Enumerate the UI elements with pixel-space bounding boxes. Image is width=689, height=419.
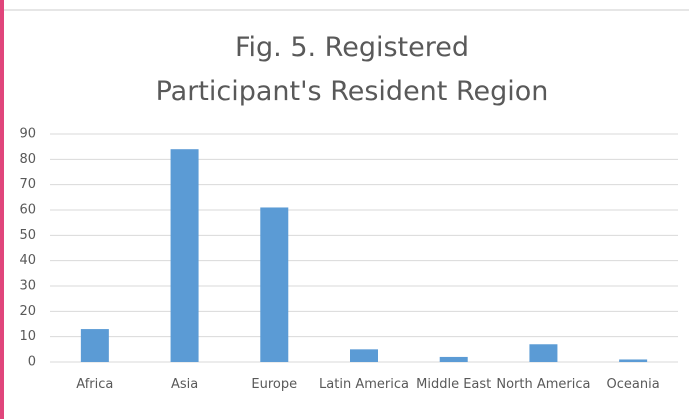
x-tick-label: Latin America xyxy=(319,377,409,392)
bar xyxy=(439,356,468,362)
bar xyxy=(170,149,199,362)
bar xyxy=(260,207,289,362)
x-tick-label: Middle East xyxy=(416,377,492,392)
x-tick-label: Europe xyxy=(251,377,298,392)
y-tick-label: 40 xyxy=(19,253,36,268)
x-tick-label: Oceania xyxy=(606,377,660,392)
y-tick-label: 20 xyxy=(19,304,36,319)
y-tick-label: 60 xyxy=(19,203,36,218)
x-tick-label: Asia xyxy=(170,377,199,392)
x-tick-label: North America xyxy=(496,377,591,392)
y-tick-label: 10 xyxy=(19,329,36,344)
y-tick-label: 80 xyxy=(19,152,36,167)
bar xyxy=(619,359,648,362)
y-tick-label: 50 xyxy=(19,228,36,243)
bar xyxy=(350,349,378,362)
y-tick-label: 0 xyxy=(28,355,36,370)
bar xyxy=(529,344,558,362)
x-tick-label: Africa xyxy=(76,377,114,392)
y-tick-label: 30 xyxy=(19,279,36,294)
y-tick-label: 90 xyxy=(19,127,36,142)
y-tick-label: 70 xyxy=(19,177,36,192)
side-border xyxy=(0,0,4,419)
bar xyxy=(80,329,109,362)
chart-title: Fig. 5. Registered Participant's Residen… xyxy=(155,32,549,107)
